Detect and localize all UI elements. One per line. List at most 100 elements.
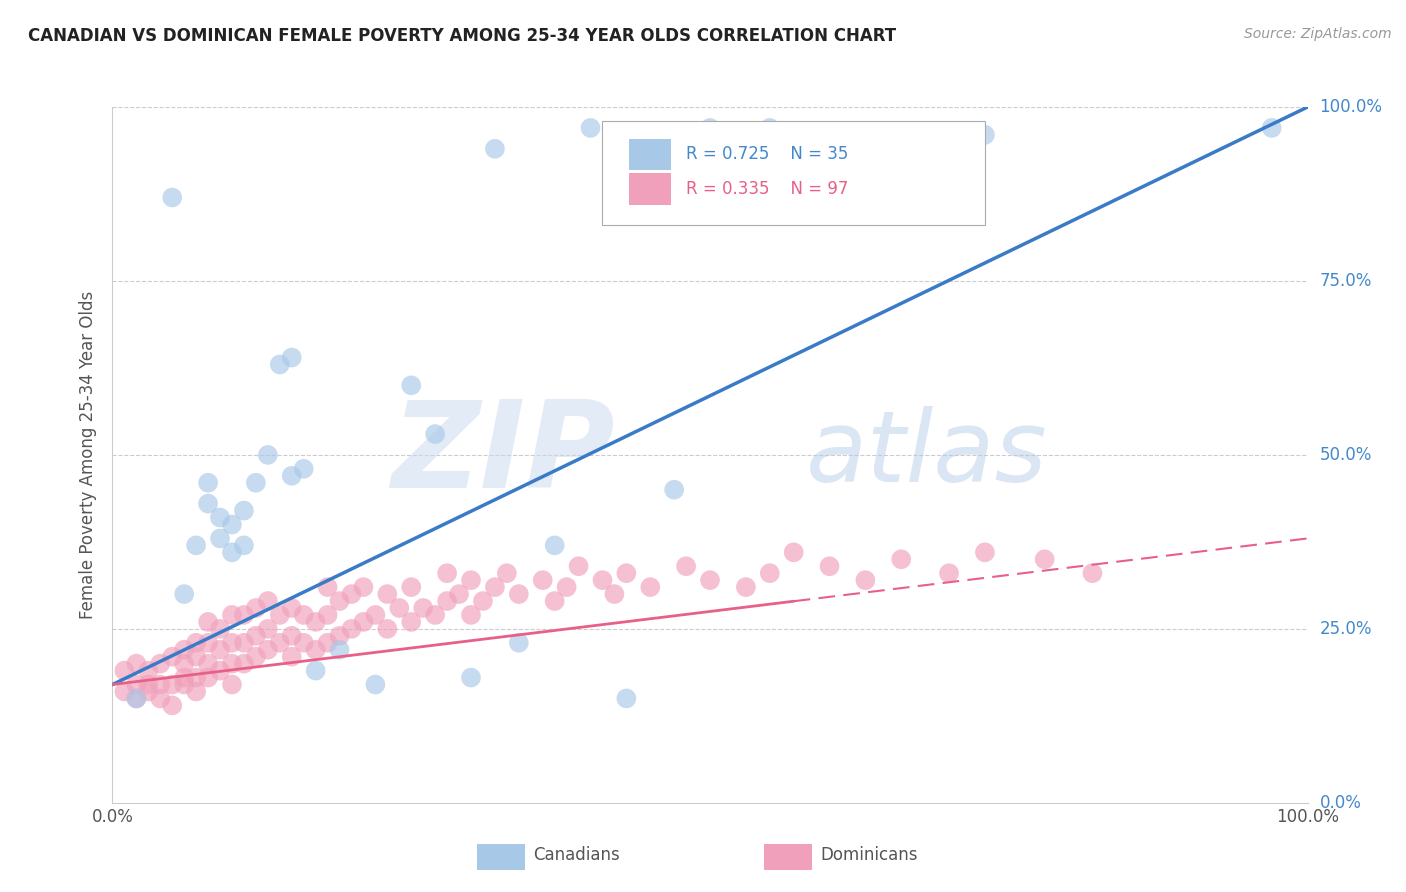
Point	[699, 573, 721, 587]
Point	[614, 691, 637, 706]
Point	[425, 607, 447, 622]
Point	[364, 677, 387, 691]
Point	[1081, 566, 1104, 581]
Point	[125, 691, 148, 706]
Point	[401, 378, 423, 392]
Point	[735, 580, 758, 594]
Point	[245, 475, 267, 490]
Point	[149, 657, 172, 671]
Y-axis label: Female Poverty Among 25-34 Year Olds: Female Poverty Among 25-34 Year Olds	[79, 291, 97, 619]
Point	[173, 587, 195, 601]
Text: CANADIAN VS DOMINICAN FEMALE POVERTY AMONG 25-34 YEAR OLDS CORRELATION CHART: CANADIAN VS DOMINICAN FEMALE POVERTY AMO…	[28, 27, 896, 45]
Point	[853, 135, 877, 149]
Point	[973, 545, 995, 559]
Point	[292, 636, 315, 650]
Point	[938, 566, 960, 581]
Point	[232, 607, 256, 622]
Point	[186, 636, 208, 650]
Point	[818, 559, 841, 574]
Point	[460, 671, 482, 685]
Point	[138, 684, 160, 698]
Point	[281, 649, 304, 664]
Point	[197, 636, 219, 650]
Point	[1260, 120, 1282, 135]
Point	[579, 120, 602, 135]
Point	[197, 657, 219, 671]
Point	[125, 677, 148, 691]
Text: 100.0%: 100.0%	[1319, 98, 1382, 116]
Point	[186, 671, 208, 685]
Point	[197, 475, 219, 490]
Point	[269, 358, 291, 372]
Point	[328, 629, 352, 643]
Point	[316, 636, 339, 650]
Point	[281, 629, 304, 643]
Point	[460, 607, 482, 622]
Point	[508, 636, 530, 650]
Bar	[628, 173, 671, 205]
Point	[304, 642, 326, 657]
Point	[186, 684, 208, 698]
Point	[186, 649, 208, 664]
Point	[496, 566, 519, 581]
Point	[269, 636, 291, 650]
Point	[208, 642, 231, 657]
Point	[221, 677, 243, 691]
Text: R = 0.725    N = 35: R = 0.725 N = 35	[686, 145, 848, 163]
Point	[257, 448, 280, 462]
Point	[208, 622, 231, 636]
Point	[412, 601, 434, 615]
Point	[401, 615, 423, 629]
Point	[352, 580, 374, 594]
Point	[162, 649, 183, 664]
Text: atlas: atlas	[806, 407, 1047, 503]
Point	[664, 483, 686, 497]
Point	[208, 510, 231, 524]
Point	[186, 538, 208, 552]
Point	[281, 351, 304, 365]
Point	[638, 580, 662, 594]
Point	[173, 642, 195, 657]
Point	[138, 664, 160, 678]
Point	[340, 587, 363, 601]
Point	[208, 532, 231, 546]
Bar	[763, 844, 811, 871]
Point	[173, 657, 195, 671]
Point	[1033, 552, 1056, 566]
Point	[221, 607, 243, 622]
Point	[973, 128, 995, 142]
Point	[281, 601, 304, 615]
Point	[436, 566, 458, 581]
Point	[197, 497, 219, 511]
Point	[232, 503, 256, 517]
Point	[699, 120, 721, 135]
Point	[364, 607, 387, 622]
Point	[352, 615, 374, 629]
Point	[555, 580, 578, 594]
Point	[125, 657, 148, 671]
Text: 50.0%: 50.0%	[1319, 446, 1372, 464]
Point	[567, 559, 591, 574]
Point	[221, 657, 243, 671]
Point	[436, 594, 458, 608]
Point	[543, 538, 565, 552]
Point	[425, 427, 447, 442]
Point	[531, 573, 554, 587]
Text: Source: ZipAtlas.com: Source: ZipAtlas.com	[1244, 27, 1392, 41]
Point	[245, 601, 267, 615]
Point	[149, 677, 172, 691]
Point	[292, 607, 315, 622]
Point	[138, 677, 160, 691]
Point	[125, 691, 148, 706]
Text: 0.0%: 0.0%	[1319, 794, 1361, 812]
Point	[173, 671, 195, 685]
Point	[173, 677, 195, 691]
Point	[245, 649, 267, 664]
Point	[197, 615, 219, 629]
Point	[460, 573, 482, 587]
Point	[543, 594, 565, 608]
Point	[197, 671, 219, 685]
Point	[675, 559, 697, 574]
Bar	[477, 844, 524, 871]
Text: ZIP: ZIP	[391, 396, 614, 514]
